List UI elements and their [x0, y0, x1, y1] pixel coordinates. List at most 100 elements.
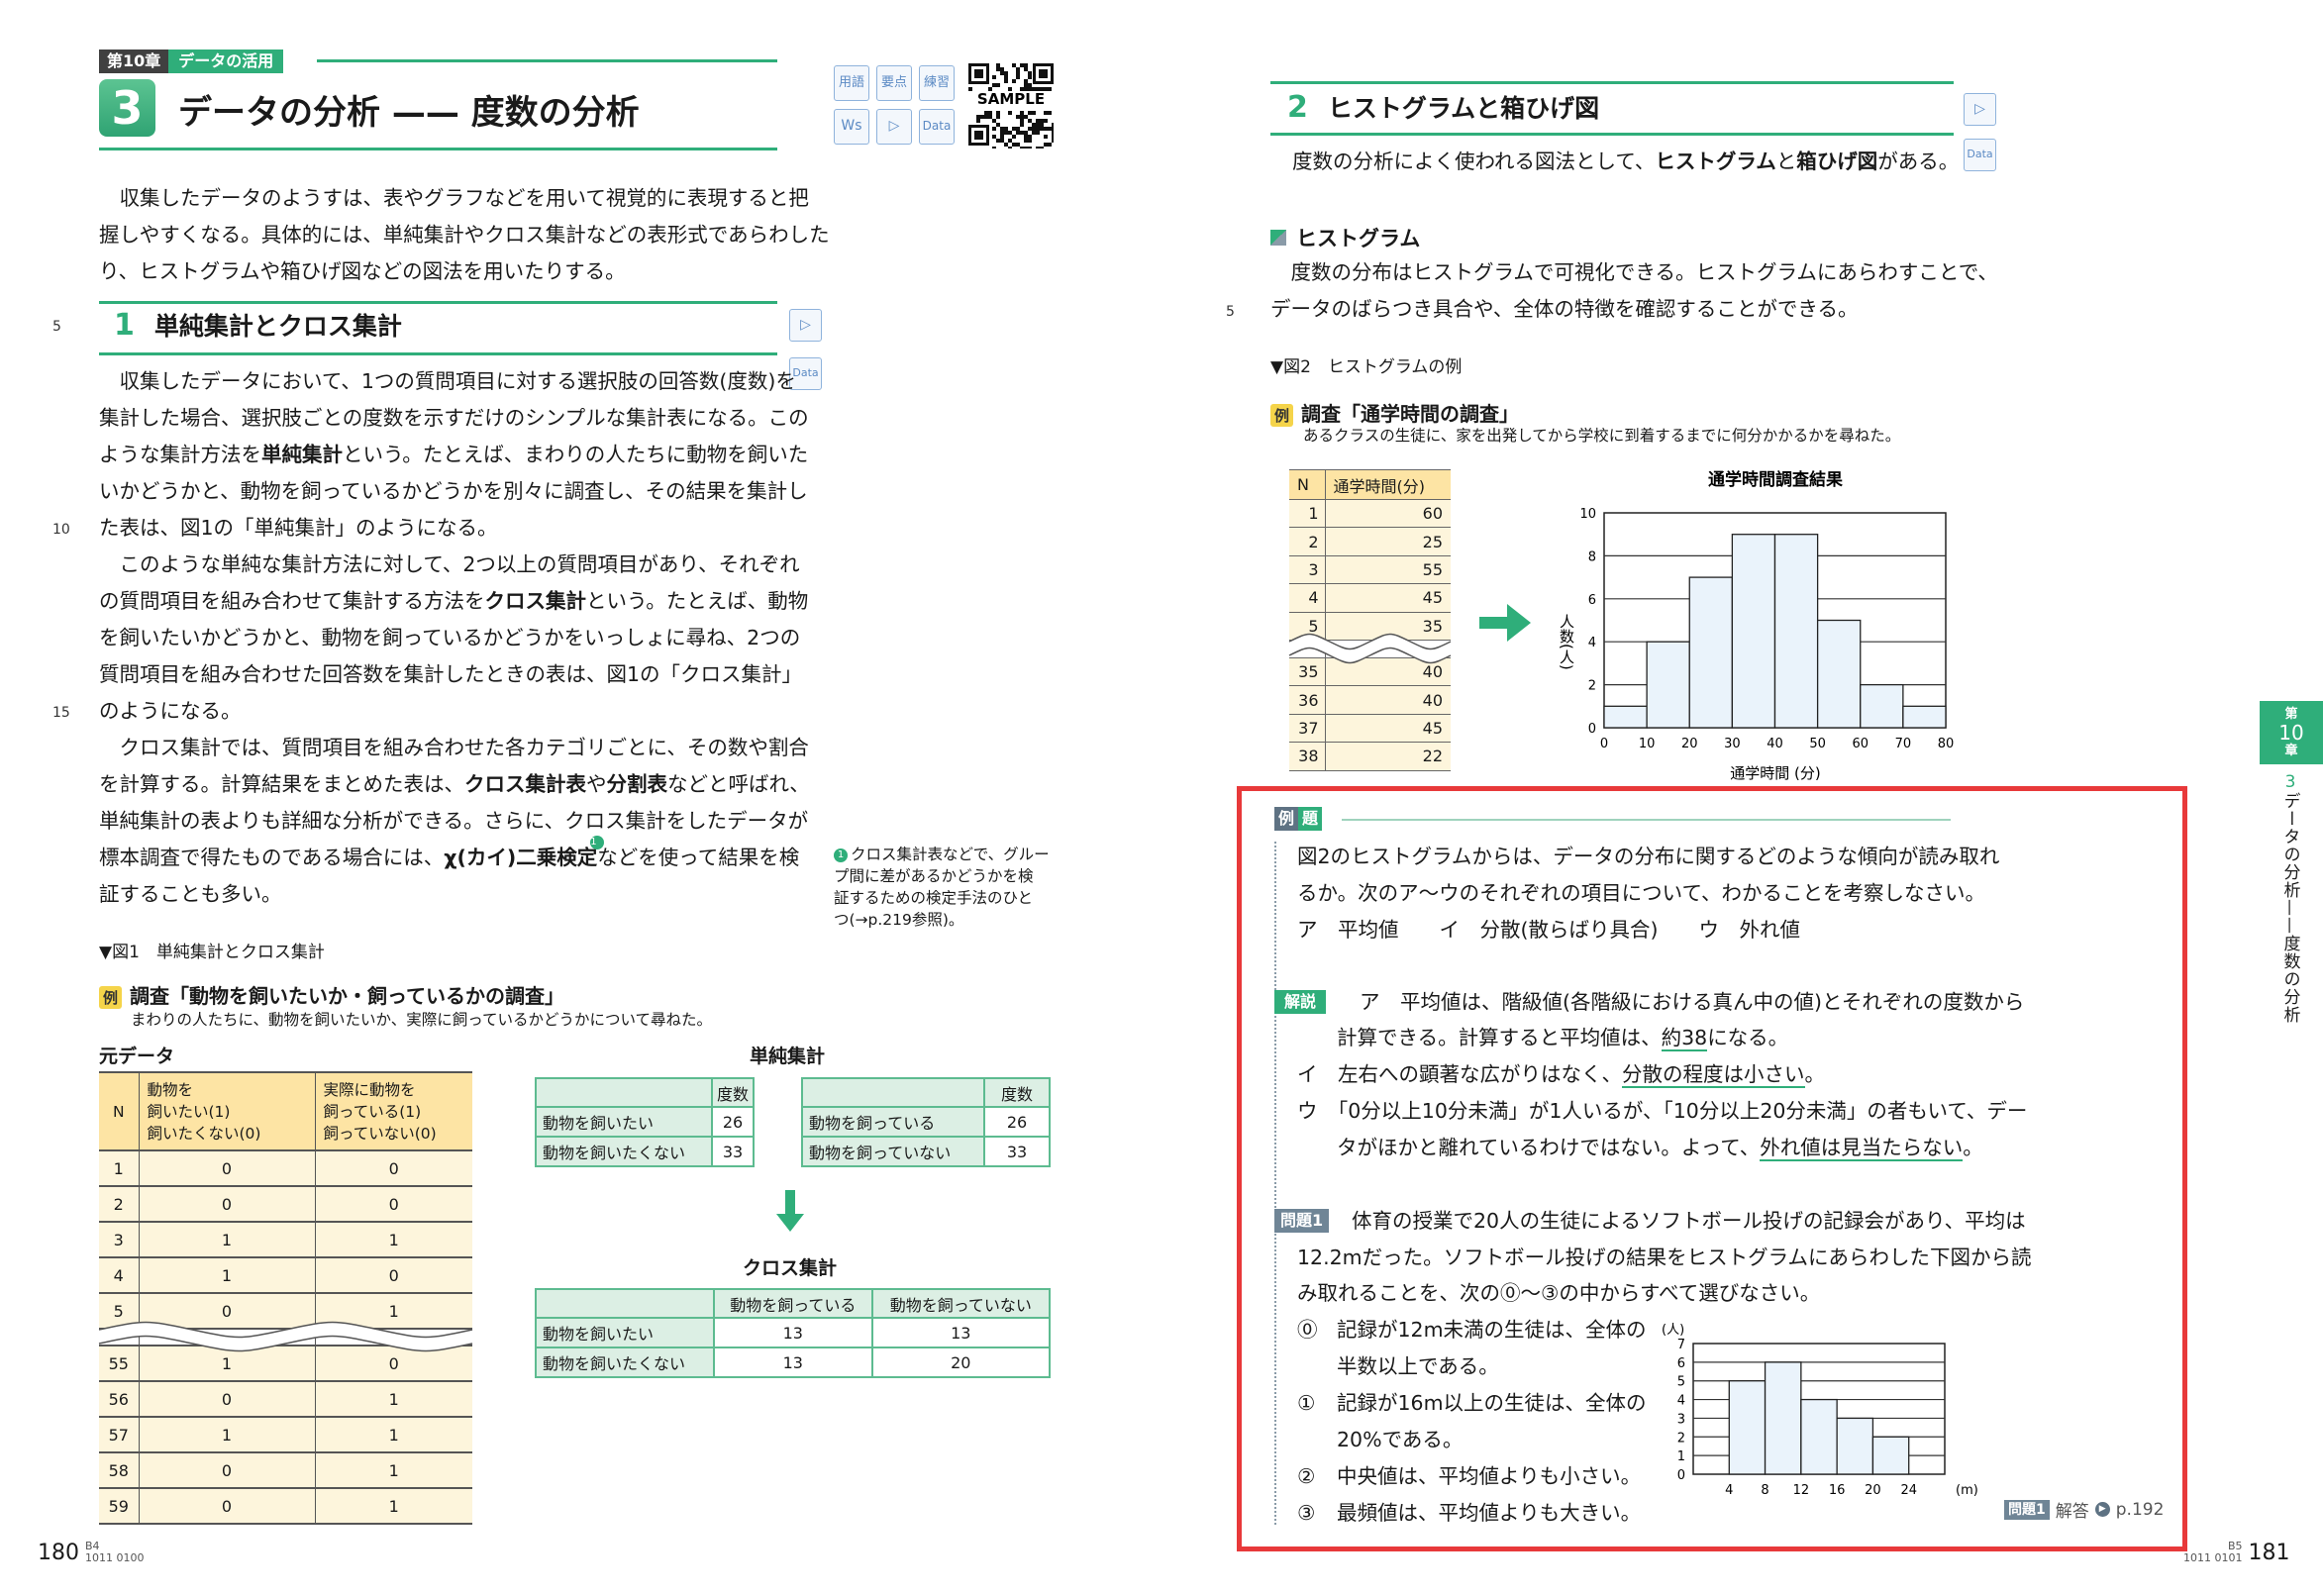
table-cell: 1: [314, 1417, 472, 1453]
table-row: 57 1 1: [99, 1417, 472, 1453]
histogram-paragraph: 度数の分布はヒストグラムで可視化できる。ヒストグラムにあらわすことで、 データのば…: [1270, 254, 1998, 328]
section1-bottom-rule: [99, 352, 777, 355]
text-segment: 。: [1804, 1062, 1826, 1086]
page-number-left: 180 B4 1011 0100: [38, 1541, 145, 1566]
table-cell: 2: [99, 1186, 139, 1223]
text-segment: イ 左右への顕著な広がりはなく、: [1297, 1062, 1622, 1086]
text-segment: という。たとえば、動物: [586, 589, 809, 613]
mondai-line: み取れることを、次の⓪〜③の中からすべて選びなさい。: [1297, 1275, 1820, 1312]
y-tick-label: 2: [1588, 679, 1596, 694]
text-segment: を計算する。計算結果をまとめた表は、: [99, 772, 464, 796]
table-cell: 35: [1324, 612, 1451, 641]
table-cell: 1: [314, 1452, 472, 1489]
answer-tag: 問題1: [2004, 1499, 2050, 1520]
example-title: 調査「通学時間の調査」: [1301, 402, 1520, 426]
table-header-cell: 動物を飼っていない: [870, 1288, 1052, 1319]
kaisetsu-line: イ 左右への顕著な広がりはなく、分散の程度は小さい。: [1297, 1056, 1825, 1093]
section2-title: ヒストグラムと箱ひげ図: [1327, 94, 1600, 123]
table-break-row: [1289, 640, 1451, 658]
table-cell: 1: [314, 1381, 472, 1418]
table-cell: 33: [983, 1136, 1051, 1167]
text-line: 図2のヒストグラムからは、データの分布に関するどのような傾向が読み取れ: [1297, 845, 2000, 868]
table-cell: 40: [1324, 685, 1451, 715]
chapter-number: 第10章: [99, 50, 169, 73]
text-segment: になる。: [1707, 1026, 1789, 1049]
y-axis-label: 人数(人): [1558, 614, 1575, 670]
text-segment: 計算できる。計算すると平均値は、: [1337, 1026, 1662, 1049]
table-cell: 1: [138, 1346, 315, 1382]
worksheet-icon-button[interactable]: Ws: [834, 109, 869, 145]
bold-term: クロス集計表: [464, 772, 586, 796]
qr-code[interactable]: SAMPLE: [968, 63, 1054, 149]
chapter-side-tab[interactable]: 第 10 章: [2260, 701, 2323, 764]
table-row: 59 0 1: [99, 1488, 472, 1525]
table-cell: 26: [711, 1106, 755, 1138]
key-points-icon-button[interactable]: 要点: [876, 65, 912, 101]
square-bullet-icon: [1270, 230, 1286, 246]
text-line: このような単純な集計方法に対して、2つ以上の質問項目があり、それぞれ: [99, 552, 800, 576]
page-number: 180: [38, 1541, 79, 1565]
table-cell: 1: [138, 1222, 315, 1258]
x-tick-label: 20: [1681, 737, 1698, 751]
text-line: を計算する。計算結果をまとめた表は、クロス集計表や分割表などと呼ばれ、: [99, 766, 810, 803]
table-header-cell: [535, 1288, 715, 1319]
page-code: 1011 0100: [85, 1551, 145, 1564]
option-mark: ③: [1297, 1501, 1316, 1525]
histogram-bar: [1603, 705, 1648, 729]
section1-data-button[interactable]: Data: [789, 357, 822, 390]
practice-icon-button[interactable]: 練習: [919, 65, 955, 101]
text-segment: という。たとえば、まわりの人たちに動物を飼いた: [343, 443, 809, 466]
title-bottom-rule: [99, 148, 777, 150]
section2-data-button[interactable]: Data: [1964, 139, 1996, 171]
table-cell: 5: [99, 1293, 139, 1330]
reidai-tag-a: 例: [1274, 807, 1299, 831]
option-text: 中央値は、平均値よりも小さい。: [1337, 1464, 1642, 1488]
section2-top-rule: [1270, 81, 1954, 84]
table-cell: 0: [314, 1257, 472, 1294]
table-header-cell: 通学時間(分): [1324, 469, 1451, 500]
table-break-row: [99, 1329, 472, 1347]
figure2-caption: ▼図2 ヒストグラムの例: [1270, 357, 1463, 377]
table-cell: 2: [1289, 527, 1325, 556]
play-icon-button[interactable]: ▷: [876, 109, 912, 145]
table-row: 1 60: [1289, 499, 1451, 529]
section2-play-button[interactable]: ▷: [1964, 93, 1996, 126]
text-segment: 度数の分析によく使われる図法として、: [1292, 150, 1656, 173]
bold-term: ヒストグラム: [1655, 150, 1776, 173]
commute-time-table: N 通学時間(分) 1 60 2 25 3 55 4 45 5 35 35 40 36 40 37 45 38 22: [1289, 469, 1451, 771]
footnote-marker: 1: [834, 848, 848, 862]
data-icon-button[interactable]: Data: [919, 109, 955, 145]
table-row: 3 55: [1289, 555, 1451, 585]
table-row: 動物を飼いたくない 33: [535, 1136, 755, 1167]
x-axis-label: 通学時間 (分): [1730, 764, 1820, 782]
glossary-icon-button[interactable]: 用語: [834, 65, 869, 101]
table-cell: [138, 1329, 315, 1347]
table-cell: 1: [99, 1150, 139, 1187]
table-cell: 45: [1324, 714, 1451, 744]
text-line: 収集したデータのようすは、表やグラフなどを用いて視覚的に表現すると把: [99, 186, 809, 210]
reidai-rule: [1342, 819, 1951, 821]
table-cell: 動物を飼いたい: [535, 1106, 713, 1138]
answer-reference[interactable]: 問題1 解答 ▶ p.192: [2004, 1497, 2164, 1522]
x-tick-label: 0: [1600, 737, 1608, 751]
option-text: 最頻値は、平均値よりも大きい。: [1337, 1501, 1642, 1525]
side-section-title: データの分析——度数の分析: [2279, 792, 2300, 1024]
table-cell: 動物を飼いたい: [535, 1317, 715, 1348]
y-tick-label: 8: [1588, 549, 1596, 564]
y-tick-label: 10: [1579, 507, 1596, 522]
table-cell: [99, 1329, 139, 1347]
text-line: 質問項目を組み合わせた回答数を集計したときの表は、図1の「クロス集計」: [99, 662, 803, 686]
table-header-cell: N: [1289, 469, 1325, 500]
footnote-marker: 1: [590, 836, 605, 850]
option-text: 20%である。: [1337, 1428, 1464, 1451]
section2-intro: 度数の分析によく使われる図法として、ヒストグラムと箱ひげ図がある。: [1292, 144, 1959, 180]
cross-tally-label: クロス集計: [743, 1257, 838, 1279]
side-section-label: 3 データの分析——度数の分析: [2275, 772, 2305, 1024]
table-cell: 0: [138, 1293, 315, 1330]
section1-play-button[interactable]: ▷: [789, 309, 822, 342]
table-cell: 55: [99, 1346, 139, 1382]
option-text: 記録が12m未満の生徒は、全体の: [1337, 1318, 1647, 1342]
x-tick-label: 10: [1639, 737, 1656, 751]
